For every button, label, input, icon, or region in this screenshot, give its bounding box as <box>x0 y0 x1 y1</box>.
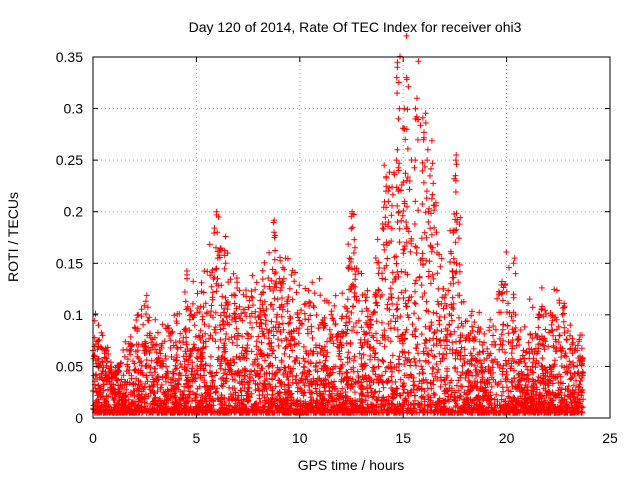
y-tick-label: 0 <box>75 410 83 426</box>
y-tick-label: 0.05 <box>56 358 83 374</box>
roti-series-points <box>90 32 587 416</box>
y-tick-label: 0.1 <box>64 307 84 323</box>
y-tick-label: 0.3 <box>64 101 84 117</box>
x-tick-label: 15 <box>395 430 411 446</box>
chart-title: Day 120 of 2014, Rate Of TEC Index for r… <box>189 19 522 35</box>
plot-frame <box>92 56 611 419</box>
axis-ticks <box>92 56 611 419</box>
x-tick-label: 25 <box>602 430 618 446</box>
x-tick-labels: 0 5 10 15 20 25 <box>89 430 618 446</box>
x-tick-label: 0 <box>89 430 97 446</box>
x-tick-label: 5 <box>193 430 201 446</box>
y-tick-label: 0.15 <box>56 255 83 271</box>
y-tick-labels: 0 0.05 0.1 0.15 0.2 0.25 0.3 0.35 <box>56 49 83 426</box>
y-axis-label: ROTI / TECUs <box>5 192 21 282</box>
x-tick-label: 10 <box>292 430 308 446</box>
y-tick-label: 0.25 <box>56 152 83 168</box>
y-tick-label: 0.35 <box>56 49 83 65</box>
y-tick-label: 0.2 <box>64 204 84 220</box>
x-axis-label: GPS time / hours <box>298 457 405 473</box>
data-points <box>90 32 587 416</box>
x-tick-label: 20 <box>499 430 515 446</box>
